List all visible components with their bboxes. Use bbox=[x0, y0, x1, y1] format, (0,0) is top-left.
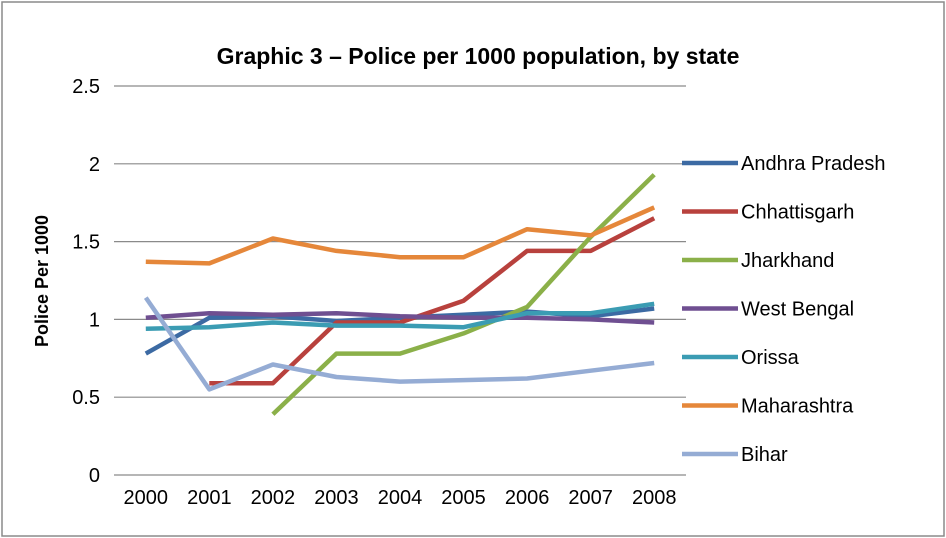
x-tick-label: 2006 bbox=[505, 487, 550, 509]
x-tick-label: 2003 bbox=[314, 487, 359, 509]
legend-label: Bihar bbox=[741, 444, 788, 466]
series-lines bbox=[143, 173, 656, 416]
legend-label: Maharashtra bbox=[741, 396, 854, 418]
series-line-orissa bbox=[145, 301, 655, 331]
x-tick-label: 2002 bbox=[251, 487, 296, 509]
legend-label: Chhattisgarh bbox=[741, 202, 854, 224]
x-tick-label: 2001 bbox=[187, 487, 232, 509]
y-tick-label: 1.5 bbox=[72, 232, 100, 254]
x-tick-label: 2004 bbox=[378, 487, 423, 509]
chart-title: Graphic 3 – Police per 1000 population, … bbox=[217, 43, 740, 69]
x-tick-label: 2005 bbox=[441, 487, 486, 509]
x-tick-label: 2000 bbox=[124, 487, 169, 509]
legend-label: Orissa bbox=[741, 347, 800, 369]
series-line-west-bengal bbox=[145, 310, 655, 325]
y-tick-label: 0 bbox=[89, 465, 100, 487]
y-tick-label: 0.5 bbox=[72, 387, 100, 409]
y-tick-labels: 0 0.5 1 1.5 2 2.5 bbox=[72, 76, 100, 487]
legend-label: Jharkhand bbox=[741, 250, 834, 272]
series-line-maharashtra bbox=[145, 205, 656, 266]
legend-label: West Bengal bbox=[741, 299, 854, 321]
y-tick-label: 2 bbox=[89, 154, 100, 176]
y-tick-label: 2.5 bbox=[72, 76, 100, 98]
y-tick-label: 1 bbox=[89, 309, 100, 331]
y-axis-label: Police Per 1000 bbox=[32, 215, 52, 347]
series-line-bihar bbox=[143, 296, 655, 392]
x-tick-label: 2007 bbox=[568, 487, 613, 509]
legend: Andhra Pradesh Chhattisgarh Jharkhand West … bbox=[682, 153, 886, 466]
x-tick-label: 2008 bbox=[632, 487, 677, 509]
legend-label: Andhra Pradesh bbox=[741, 153, 886, 175]
x-tick-labels: 2000 2001 2002 2003 2004 2005 2006 2007 2008 bbox=[124, 487, 677, 509]
